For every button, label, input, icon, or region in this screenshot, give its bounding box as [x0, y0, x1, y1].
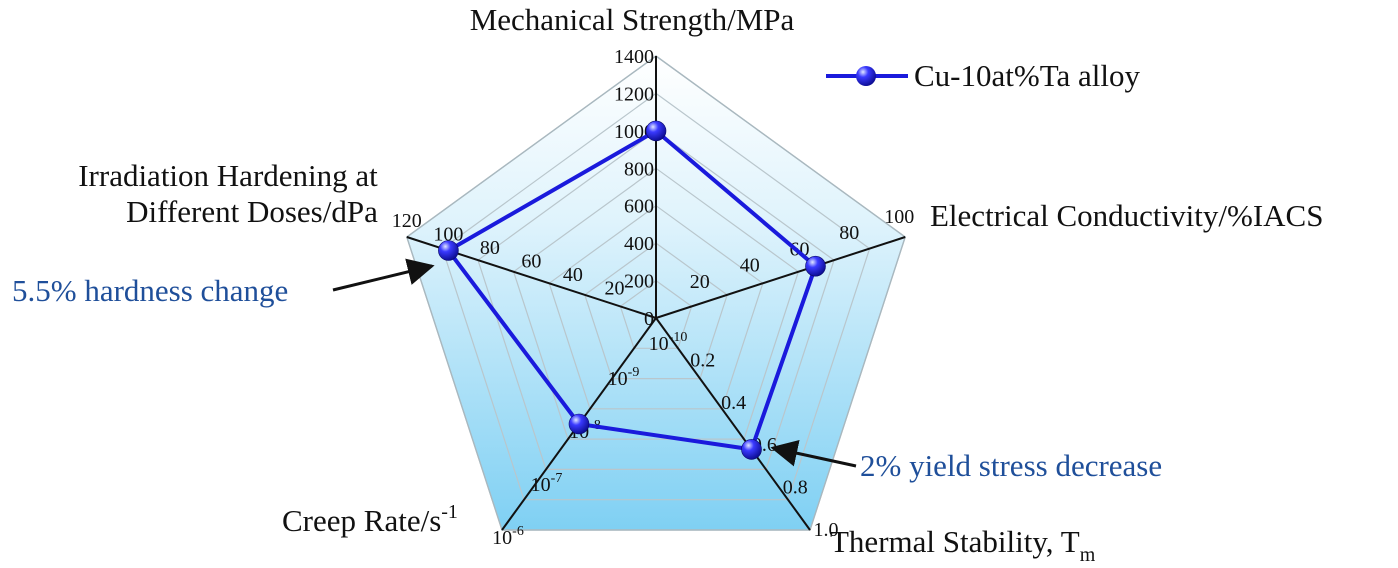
axis-title-thermal-main: Thermal Stability, T	[830, 524, 1080, 559]
axis-title-creep-sup: -1	[441, 501, 458, 523]
tick-label-irradiation: 80	[480, 237, 500, 259]
data-point-thermal	[741, 439, 762, 460]
grid-ring	[477, 130, 835, 470]
annotation-yield-arrow	[770, 439, 857, 468]
tick-label-creep: 10-10	[649, 330, 688, 355]
axis-title-creep: Creep Rate/s-1	[282, 501, 458, 538]
axis-title-thermal: Thermal Stability, Tm	[830, 524, 1096, 566]
tick-label-strength: 1400	[614, 46, 654, 68]
tick-label-exponent: -6	[512, 524, 524, 539]
tick-label-exponent: -9	[628, 365, 640, 380]
tick-label-thermal: 0.2	[690, 349, 715, 371]
data-point-creep	[568, 413, 590, 435]
axis-line-conductivity	[655, 236, 906, 319]
grid-outer-ring	[405, 55, 907, 531]
legend-label: Cu-10at%Ta alloy	[914, 58, 1140, 93]
annotation-hardness: 5.5% hardness change	[12, 273, 288, 308]
tick-label-thermal: 0.4	[721, 392, 746, 414]
tick-label-strength: 600	[624, 196, 654, 218]
axis-title-creep-main: Creep Rate/s	[282, 503, 441, 538]
tick-label-base: 10	[649, 333, 669, 355]
tick-label-irradiation: 40	[563, 264, 583, 286]
tick-label-strength: 800	[624, 158, 654, 180]
tick-label-irradiation: 20	[605, 278, 625, 300]
axis-title-irradiation-line1: Irradiation Hardening at	[78, 158, 378, 193]
data-point-strength	[645, 120, 667, 142]
tick-label-strength: 0	[644, 308, 654, 330]
grid-ring	[619, 279, 693, 349]
tick-label-irradiation: 100	[433, 224, 463, 246]
axis-title-thermal-sub: m	[1080, 544, 1096, 566]
grid-ring	[584, 242, 728, 380]
grid-ring	[512, 167, 800, 440]
tick-label-base: 10	[492, 527, 512, 549]
tick-label-conductivity: 100	[884, 206, 914, 228]
annotation-yield-stress: 2% yield stress decrease	[860, 448, 1162, 483]
data-point-conductivity	[805, 255, 826, 277]
axis-title-irradiation-line2: Different Doses/dPa	[126, 194, 378, 229]
tick-label-creep: 10-9	[608, 365, 640, 390]
tick-label-thermal: 1.0	[814, 519, 839, 541]
tick-label-base: 10	[608, 368, 628, 390]
tick-label-conductivity: 40	[740, 255, 760, 277]
axis-title-strength: Mechanical Strength/MPa	[470, 2, 795, 37]
tick-label-strength: 400	[624, 233, 654, 255]
tick-label-conductivity: 80	[839, 222, 859, 244]
legend-marker	[856, 66, 876, 86]
annotation-hardness-arrow	[332, 258, 435, 292]
legend: Cu-10at%Ta alloy	[826, 58, 1140, 93]
tick-label-creep: 10-7	[531, 471, 563, 496]
series-line	[446, 128, 818, 452]
tick-label-strength: 1200	[614, 83, 654, 105]
tick-label-conductivity: 20	[690, 271, 710, 293]
radar-grid	[405, 55, 907, 531]
tick-label-irradiation: 60	[521, 251, 541, 273]
axis-title-conductivity: Electrical Conductivity/%IACS	[930, 198, 1323, 233]
tick-label-exponent: -7	[551, 471, 563, 486]
radar-series	[438, 120, 826, 460]
grid-ring	[441, 92, 871, 501]
axis-line-thermal	[655, 317, 811, 531]
grid-ring	[548, 204, 764, 410]
tick-label-strength: 200	[624, 271, 654, 293]
data-point-irradiation	[438, 240, 459, 261]
tick-label-irradiation: 120	[392, 210, 422, 232]
tick-label-creep: 10-6	[492, 524, 524, 549]
tick-label-base: 10	[531, 474, 551, 496]
tick-label-exponent: -10	[669, 330, 688, 345]
tick-label-thermal: 0.8	[783, 477, 808, 499]
